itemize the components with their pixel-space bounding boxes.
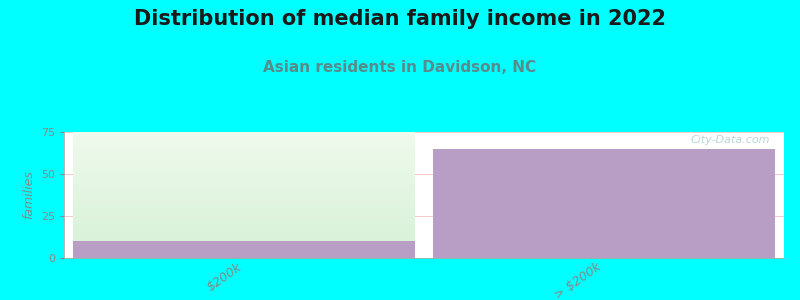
Text: Distribution of median family income in 2022: Distribution of median family income in … (134, 9, 666, 29)
Text: City-Data.com: City-Data.com (690, 134, 770, 145)
Bar (73, 241, 415, 258)
Text: Asian residents in Davidson, NC: Asian residents in Davidson, NC (263, 60, 537, 75)
Y-axis label: families: families (22, 171, 35, 219)
Bar (433, 149, 775, 258)
